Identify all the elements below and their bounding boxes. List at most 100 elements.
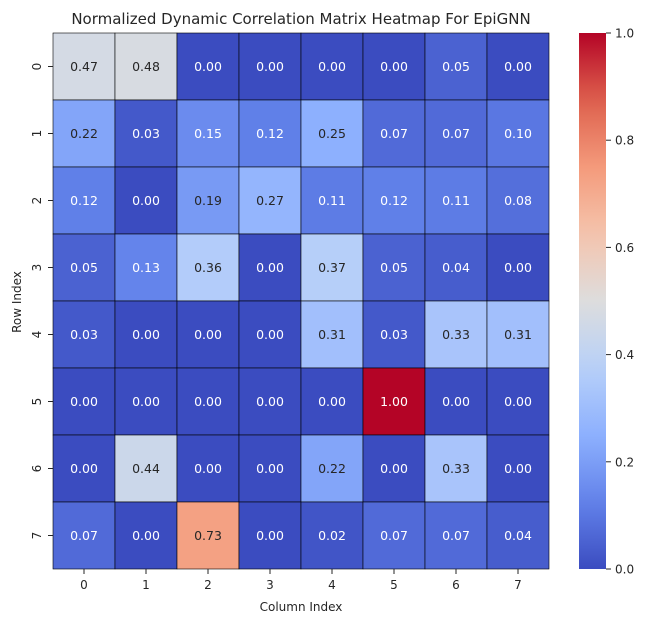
- heatmap-cell: [486, 501, 550, 570]
- heatmap-cell: [362, 300, 426, 369]
- heatmap-cell: [238, 99, 302, 168]
- cell-value-label: 0.47: [70, 59, 98, 74]
- heatmap-cell: [52, 166, 116, 235]
- cell-value-label: 0.03: [70, 327, 98, 342]
- y-tick-label: 3: [30, 264, 44, 272]
- y-tick-label: 4: [30, 331, 44, 339]
- cell-value-label: 0.00: [256, 327, 284, 342]
- cell-value-label: 0.11: [318, 193, 346, 208]
- heatmap-cell: [52, 32, 116, 101]
- x-tick-label: 1: [142, 578, 150, 592]
- heatmap-cell: [300, 32, 364, 101]
- heatmap-cell: [114, 367, 178, 436]
- cell-value-label: 0.00: [256, 461, 284, 476]
- cell-value-label: 0.02: [318, 528, 346, 543]
- cell-value-label: 0.00: [132, 193, 160, 208]
- heatmap-cell: [362, 166, 426, 235]
- heatmap-cell: [238, 32, 302, 101]
- cell-value-label: 0.00: [318, 59, 346, 74]
- cell-value-label: 0.22: [70, 126, 98, 141]
- x-tick-label: 3: [266, 578, 274, 592]
- chart-title: Normalized Dynamic Correlation Matrix He…: [71, 10, 530, 28]
- cell-value-label: 0.00: [504, 260, 532, 275]
- heatmap-cell: [362, 501, 426, 570]
- heatmap-cell: [114, 99, 178, 168]
- heatmap-cell: [424, 166, 488, 235]
- cell-value-label: 0.19: [194, 193, 222, 208]
- cell-value-label: 0.07: [442, 126, 470, 141]
- heatmap-cell: [300, 501, 364, 570]
- heatmap-cell: [300, 233, 364, 302]
- y-tick-label: 2: [30, 197, 44, 205]
- cell-value-label: 0.73: [194, 528, 222, 543]
- cell-value-label: 0.25: [318, 126, 346, 141]
- x-tick-label: 6: [452, 578, 460, 592]
- cell-value-label: 0.44: [132, 461, 160, 476]
- cell-value-label: 0.04: [442, 260, 470, 275]
- cell-value-label: 0.04: [504, 528, 532, 543]
- colorbar-tick-label: 0.4: [615, 348, 634, 362]
- colorbar-tick-label: 0.8: [615, 134, 634, 148]
- heatmap-cell: [300, 166, 364, 235]
- heatmap-cell: [52, 233, 116, 302]
- heatmap-cell: [486, 367, 550, 436]
- heatmap-cell: [114, 32, 178, 101]
- colorbar-bar: [579, 33, 606, 569]
- cell-value-label: 0.00: [132, 394, 160, 409]
- cell-value-label: 0.36: [194, 260, 222, 275]
- colorbar-tick-label: 0.6: [615, 241, 634, 255]
- cell-value-label: 0.48: [132, 59, 160, 74]
- heatmap-cells: 0.47 0.48 0.00 0.00 0.00 0.00 0.05 0.00 0.22 0.03…: [52, 32, 550, 570]
- cell-value-label: 0.10: [504, 126, 532, 141]
- cell-value-label: 0.08: [504, 193, 532, 208]
- cell-value-label: 0.33: [442, 461, 470, 476]
- heatmap-cell: [486, 166, 550, 235]
- cell-value-label: 0.00: [70, 461, 98, 476]
- heatmap-cell: [176, 32, 240, 101]
- heatmap-cell: [362, 367, 426, 436]
- x-axis-label: Column Index: [260, 600, 343, 614]
- y-tick-label: 5: [30, 398, 44, 406]
- cell-value-label: 0.00: [256, 394, 284, 409]
- y-tick-label: 0: [30, 63, 44, 71]
- cell-value-label: 0.00: [318, 394, 346, 409]
- cell-value-label: 0.00: [380, 59, 408, 74]
- cell-value-label: 0.00: [504, 461, 532, 476]
- cell-value-label: 0.00: [194, 59, 222, 74]
- heatmap-cell: [424, 434, 488, 503]
- heatmap-cell: [176, 434, 240, 503]
- heatmap-cell: [114, 166, 178, 235]
- cell-value-label: 0.00: [504, 59, 532, 74]
- heatmap-cell: [424, 99, 488, 168]
- cell-value-label: 0.12: [380, 193, 408, 208]
- colorbar: 0.0 0.2 0.4 0.6 0.8 1.0: [579, 27, 634, 577]
- x-tick-label: 7: [514, 578, 522, 592]
- heatmap-cell: [300, 99, 364, 168]
- cell-value-label: 0.27: [256, 193, 284, 208]
- colorbar-tick-label: 0.0: [615, 563, 634, 577]
- heatmap-cell: [176, 300, 240, 369]
- heatmap-cell: [300, 367, 364, 436]
- cell-value-label: 0.00: [132, 327, 160, 342]
- cell-value-label: 0.00: [132, 528, 160, 543]
- heatmap-cell: [176, 367, 240, 436]
- x-tick-label: 4: [328, 578, 336, 592]
- heatmap-cell: [486, 99, 550, 168]
- cell-value-label: 0.00: [256, 260, 284, 275]
- cell-value-label: 0.12: [70, 193, 98, 208]
- heatmap-cell: [362, 434, 426, 503]
- cell-value-label: 0.00: [380, 461, 408, 476]
- cell-value-label: 0.05: [70, 260, 98, 275]
- cell-value-label: 0.31: [504, 327, 532, 342]
- heatmap-cell: [238, 233, 302, 302]
- y-axis: 0 1 2 3 4 5 6 7: [30, 63, 53, 539]
- cell-value-label: 0.00: [256, 528, 284, 543]
- cell-value-label: 0.07: [70, 528, 98, 543]
- cell-value-label: 0.15: [194, 126, 222, 141]
- heatmap-cell: [424, 233, 488, 302]
- cell-value-label: 0.03: [380, 327, 408, 342]
- y-tick-label: 1: [30, 130, 44, 138]
- colorbar-tick-label: 1.0: [615, 27, 634, 41]
- heatmap-cell: [52, 434, 116, 503]
- heatmap-cell: [176, 501, 240, 570]
